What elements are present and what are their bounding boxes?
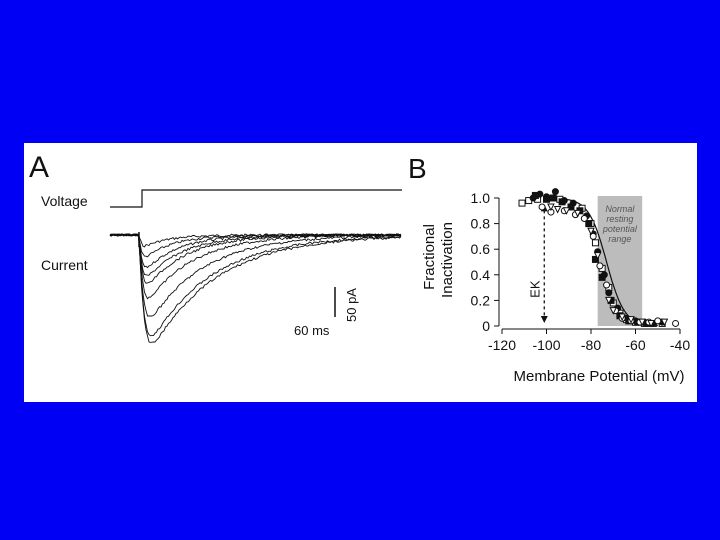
shaded-range-label-line: Normal — [605, 204, 635, 214]
data-point — [573, 209, 582, 218]
data-point — [558, 198, 566, 206]
data-point — [585, 220, 593, 228]
panel-b: B Fractional Inactivation Normalrestingp… — [408, 153, 690, 385]
data-point — [654, 317, 662, 325]
y-axis-label-line1: Fractional — [421, 224, 438, 290]
data-point — [660, 318, 669, 327]
current-trace — [109, 233, 402, 343]
figure-canvas: A Voltage Current 50 pA 60 ms B Fraction… — [29, 151, 690, 385]
shaded-range-label-line: resting — [606, 214, 633, 224]
scale-time-label: 60 ms — [294, 323, 330, 338]
x-axis-label: Membrane Potential (mV) — [514, 368, 685, 385]
ek-label: EK — [527, 280, 542, 298]
x-tick-label: -80 — [581, 337, 601, 353]
voltage-label: Voltage — [41, 193, 88, 209]
panel-b-letter: B — [408, 153, 427, 184]
resting-potential-shaded-range — [597, 196, 643, 326]
ek-arrow-down — [540, 316, 548, 323]
data-point — [672, 319, 680, 327]
data-point — [518, 199, 526, 207]
shaded-range-label-line: range — [608, 234, 631, 244]
data-point — [591, 255, 599, 263]
current-traces — [109, 232, 402, 343]
data-point — [618, 313, 626, 322]
data-point — [605, 289, 613, 297]
shaded-range-label-line: potential — [602, 224, 638, 234]
data-point — [551, 188, 559, 196]
data-point — [598, 273, 606, 281]
y-tick-label: 1.0 — [471, 190, 491, 206]
data-point — [547, 203, 555, 212]
current-trace — [109, 233, 402, 317]
data-point — [553, 206, 562, 214]
x-tick-label: -100 — [532, 337, 560, 353]
x-tick-label: -120 — [488, 337, 516, 353]
data-point — [538, 203, 546, 211]
y-tick-label: 0.2 — [471, 292, 491, 308]
scale-current-label: 50 pA — [344, 288, 359, 322]
x-tick-label: -40 — [670, 337, 690, 353]
figure-panel: A Voltage Current 50 pA 60 ms B Fraction… — [24, 143, 697, 402]
data-point — [603, 281, 611, 289]
data-points — [518, 188, 680, 328]
y-tick-label: 0.8 — [471, 216, 491, 232]
data-point — [596, 262, 604, 270]
voltage-step-trace — [110, 189, 402, 208]
data-point — [627, 316, 635, 324]
data-point — [647, 319, 655, 328]
data-point — [587, 227, 595, 236]
panel-a-letter: A — [29, 151, 49, 184]
current-label: Current — [41, 257, 88, 273]
current-trace — [109, 233, 402, 300]
data-point — [543, 195, 550, 203]
x-tick-label: -60 — [625, 337, 645, 353]
data-point — [549, 194, 557, 202]
data-point — [638, 318, 646, 327]
y-tick-label: 0.4 — [471, 267, 491, 283]
data-point — [567, 203, 575, 211]
y-axis-label-line2: Inactivation — [439, 222, 456, 298]
data-point — [609, 307, 618, 315]
data-point — [589, 232, 597, 240]
panel-a: A Voltage Current 50 pA 60 ms — [29, 151, 402, 343]
current-trace — [109, 233, 402, 258]
data-point — [562, 207, 571, 215]
y-axis-ticks: 0 0.2 0.4 0.6 0.8 1.0 — [471, 190, 499, 334]
data-point — [591, 239, 599, 247]
data-point — [593, 252, 602, 260]
data-point — [604, 296, 613, 305]
y-tick-label: 0 — [482, 318, 490, 334]
data-point — [531, 191, 539, 199]
data-point — [580, 214, 588, 222]
current-trace — [109, 233, 402, 337]
current-trace — [109, 233, 402, 284]
x-axis-ticks: -120 -100 -80 -60 -40 — [488, 329, 690, 353]
y-tick-label: 0.6 — [471, 241, 491, 257]
